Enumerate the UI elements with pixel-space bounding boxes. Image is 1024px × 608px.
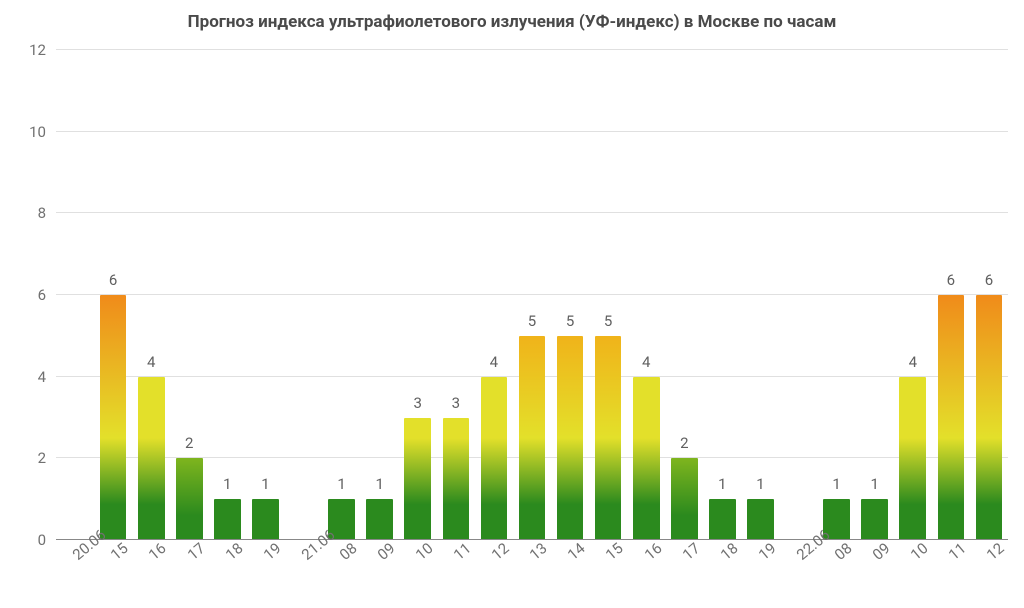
bar-value-label: 4 — [147, 353, 155, 371]
x-axis-labels: 20.06151617181921.0608091011121314151617… — [56, 540, 1008, 600]
bar-value-label: 5 — [604, 312, 612, 330]
y-tick-label: 4 — [38, 368, 46, 386]
x-tick-label: 16 — [641, 539, 665, 564]
x-tick-label: 12 — [488, 539, 512, 564]
bar: 5 — [557, 336, 584, 540]
x-tick-label: 19 — [755, 539, 779, 564]
x-tick-label: 08 — [831, 539, 855, 564]
bar: 3 — [404, 418, 431, 541]
x-tick-label: 17 — [679, 539, 703, 564]
bar-value-label: 1 — [756, 475, 764, 493]
bar-value-label: 1 — [375, 475, 383, 493]
bar: 3 — [443, 418, 470, 541]
x-tick-label: 15 — [602, 539, 626, 564]
bar-value-label: 1 — [337, 475, 345, 493]
bar-value-label: 1 — [832, 475, 840, 493]
y-tick-label: 0 — [38, 531, 46, 549]
y-tick-label: 2 — [38, 449, 46, 467]
bar: 5 — [595, 336, 622, 540]
bar: 4 — [899, 377, 926, 540]
plot-area: 6421111334555421111466 024681012 — [56, 50, 1008, 540]
bar-value-label: 5 — [566, 312, 574, 330]
bar-value-label: 1 — [870, 475, 878, 493]
x-tick-label: 09 — [869, 539, 893, 564]
bar-value-label: 2 — [185, 434, 193, 452]
bar: 4 — [138, 377, 165, 540]
x-tick-label: 14 — [564, 539, 588, 564]
y-tick-label: 10 — [29, 123, 46, 141]
bar-value-label: 2 — [680, 434, 688, 452]
bar-value-label: 4 — [909, 353, 917, 371]
x-tick-label: 11 — [450, 539, 474, 564]
bar: 5 — [519, 336, 546, 540]
x-tick-label: 16 — [145, 539, 169, 564]
bar: 1 — [252, 499, 279, 540]
x-tick-label: 18 — [717, 539, 741, 564]
bar: 1 — [366, 499, 393, 540]
x-tick-label: 10 — [412, 539, 436, 564]
bar: 6 — [938, 295, 965, 540]
bar-value-label: 3 — [452, 394, 460, 412]
y-tick-label: 6 — [38, 286, 46, 304]
y-tick-label: 8 — [38, 204, 46, 222]
bar: 1 — [861, 499, 888, 540]
bar: 2 — [671, 458, 698, 540]
bar: 1 — [214, 499, 241, 540]
x-tick-label: 08 — [336, 539, 360, 564]
bar-value-label: 4 — [490, 353, 498, 371]
bar-value-label: 6 — [985, 271, 993, 289]
bar-value-label: 1 — [223, 475, 231, 493]
x-tick-label: 18 — [222, 539, 246, 564]
bar: 2 — [176, 458, 203, 540]
x-tick-label: 12 — [983, 539, 1007, 564]
x-tick-label: 10 — [907, 539, 931, 564]
bar-value-label: 5 — [528, 312, 536, 330]
bar: 6 — [976, 295, 1003, 540]
bar-value-label: 1 — [261, 475, 269, 493]
bar: 1 — [709, 499, 736, 540]
bar-value-label: 3 — [414, 394, 422, 412]
x-tick-label: 17 — [184, 539, 208, 564]
bar: 4 — [481, 377, 508, 540]
bar: 1 — [747, 499, 774, 540]
bar-value-label: 1 — [718, 475, 726, 493]
chart-title: Прогноз индекса ультрафиолетового излуче… — [0, 12, 1024, 32]
y-tick-label: 12 — [29, 41, 46, 59]
bar-value-label: 6 — [947, 271, 955, 289]
x-tick-label: 11 — [945, 539, 969, 564]
uv-index-chart: Прогноз индекса ультрафиолетового излуче… — [0, 0, 1024, 608]
bar: 4 — [633, 377, 660, 540]
x-tick-label: 15 — [107, 539, 131, 564]
x-tick-label: 09 — [374, 539, 398, 564]
x-tick-label: 13 — [526, 539, 550, 564]
bar-value-label: 6 — [109, 271, 117, 289]
x-tick-label: 19 — [260, 539, 284, 564]
bar-value-label: 4 — [642, 353, 650, 371]
bar: 6 — [100, 295, 127, 540]
bars-layer: 6421111334555421111466 — [56, 50, 1008, 540]
